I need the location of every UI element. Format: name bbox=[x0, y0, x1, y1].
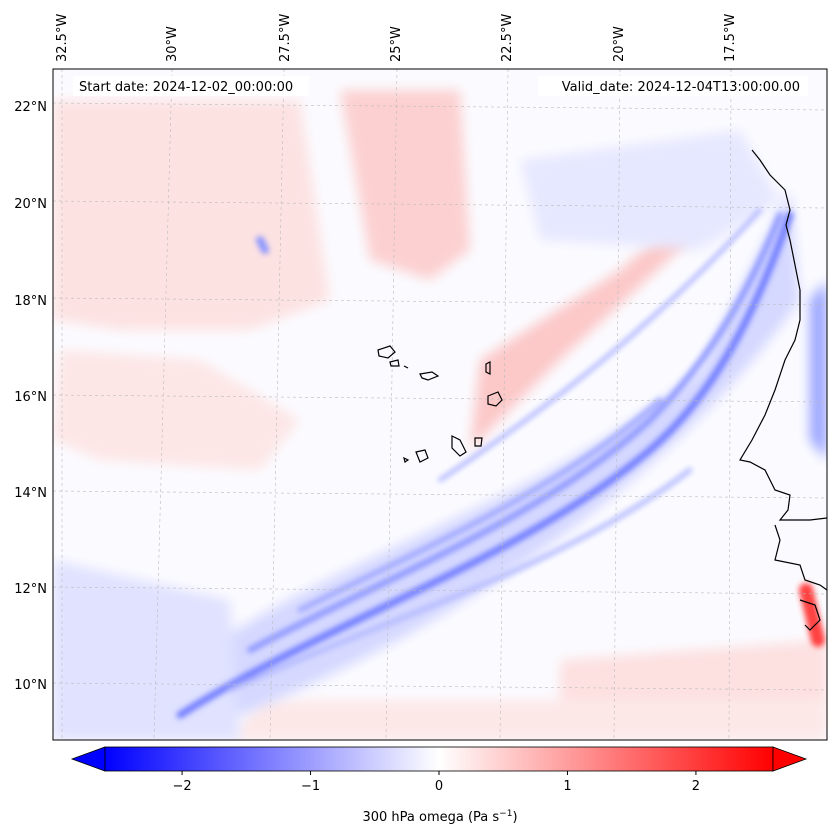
colorbar-tick-label: 1 bbox=[563, 779, 571, 794]
gridlines bbox=[53, 69, 827, 740]
lat-label: 16°N bbox=[14, 390, 47, 405]
lat-label: 10°N bbox=[14, 678, 47, 693]
lon-label: 25°W bbox=[389, 26, 404, 62]
colorbar-gradient bbox=[104, 746, 774, 772]
lon-label: 20°W bbox=[612, 26, 627, 62]
lon-label: 30°W bbox=[165, 26, 180, 62]
negative-omega-areas bbox=[53, 130, 827, 740]
colorbar-tick-label: 0 bbox=[435, 779, 443, 794]
lat-label: 18°N bbox=[14, 294, 47, 309]
lat-label: 14°N bbox=[14, 486, 47, 501]
lat-label: 20°N bbox=[14, 197, 47, 212]
colorbar-ticks: −2 −1 0 1 2 bbox=[172, 771, 700, 794]
colorbar-label: 300 hPa omega (Pa s−1) bbox=[362, 809, 517, 825]
longitude-labels: 32.5°W 30°W 27.5°W 25°W 22.5°W 20°W 17.5… bbox=[55, 14, 738, 62]
coastline bbox=[739, 149, 827, 631]
lon-label: 17.5°W bbox=[723, 14, 738, 62]
lat-label: 22°N bbox=[14, 100, 47, 115]
colorbar-min-extend bbox=[70, 746, 106, 772]
valid-date-box bbox=[538, 76, 808, 96]
colorbar-max-extend bbox=[772, 746, 808, 772]
lon-label: 27.5°W bbox=[278, 14, 293, 62]
jet-streaks bbox=[176, 208, 825, 719]
colorbar-label-close: ) bbox=[512, 810, 517, 825]
colorbar-tick-label: 2 bbox=[692, 779, 700, 794]
colorbar-label-text: 300 hPa omega (Pa s bbox=[362, 810, 499, 825]
start-date-label: Start date: 2024-12-02_00:00:00 bbox=[79, 80, 293, 95]
valid-date-label: Valid_date: 2024-12-04T13:00:00.00 bbox=[562, 80, 800, 95]
colorbar-label-exponent: −1 bbox=[499, 809, 512, 819]
positive-omega-areas bbox=[53, 90, 827, 740]
colorbar-tick-label: −2 bbox=[172, 779, 191, 794]
colorbar: −2 −1 0 1 2 300 hPa omega (Pa s−1) bbox=[70, 746, 808, 825]
colorbar-tick-label: −1 bbox=[301, 779, 320, 794]
lat-label: 12°N bbox=[14, 582, 47, 597]
latitude-labels: 22°N 20°N 18°N 16°N 14°N 12°N 10°N bbox=[14, 100, 47, 693]
cape-verde-islands bbox=[377, 345, 503, 463]
start-date-box bbox=[73, 76, 309, 96]
omega-field bbox=[53, 69, 827, 740]
map-frame bbox=[52, 68, 828, 741]
lon-label: 22.5°W bbox=[500, 14, 515, 62]
lon-label: 32.5°W bbox=[55, 14, 70, 62]
